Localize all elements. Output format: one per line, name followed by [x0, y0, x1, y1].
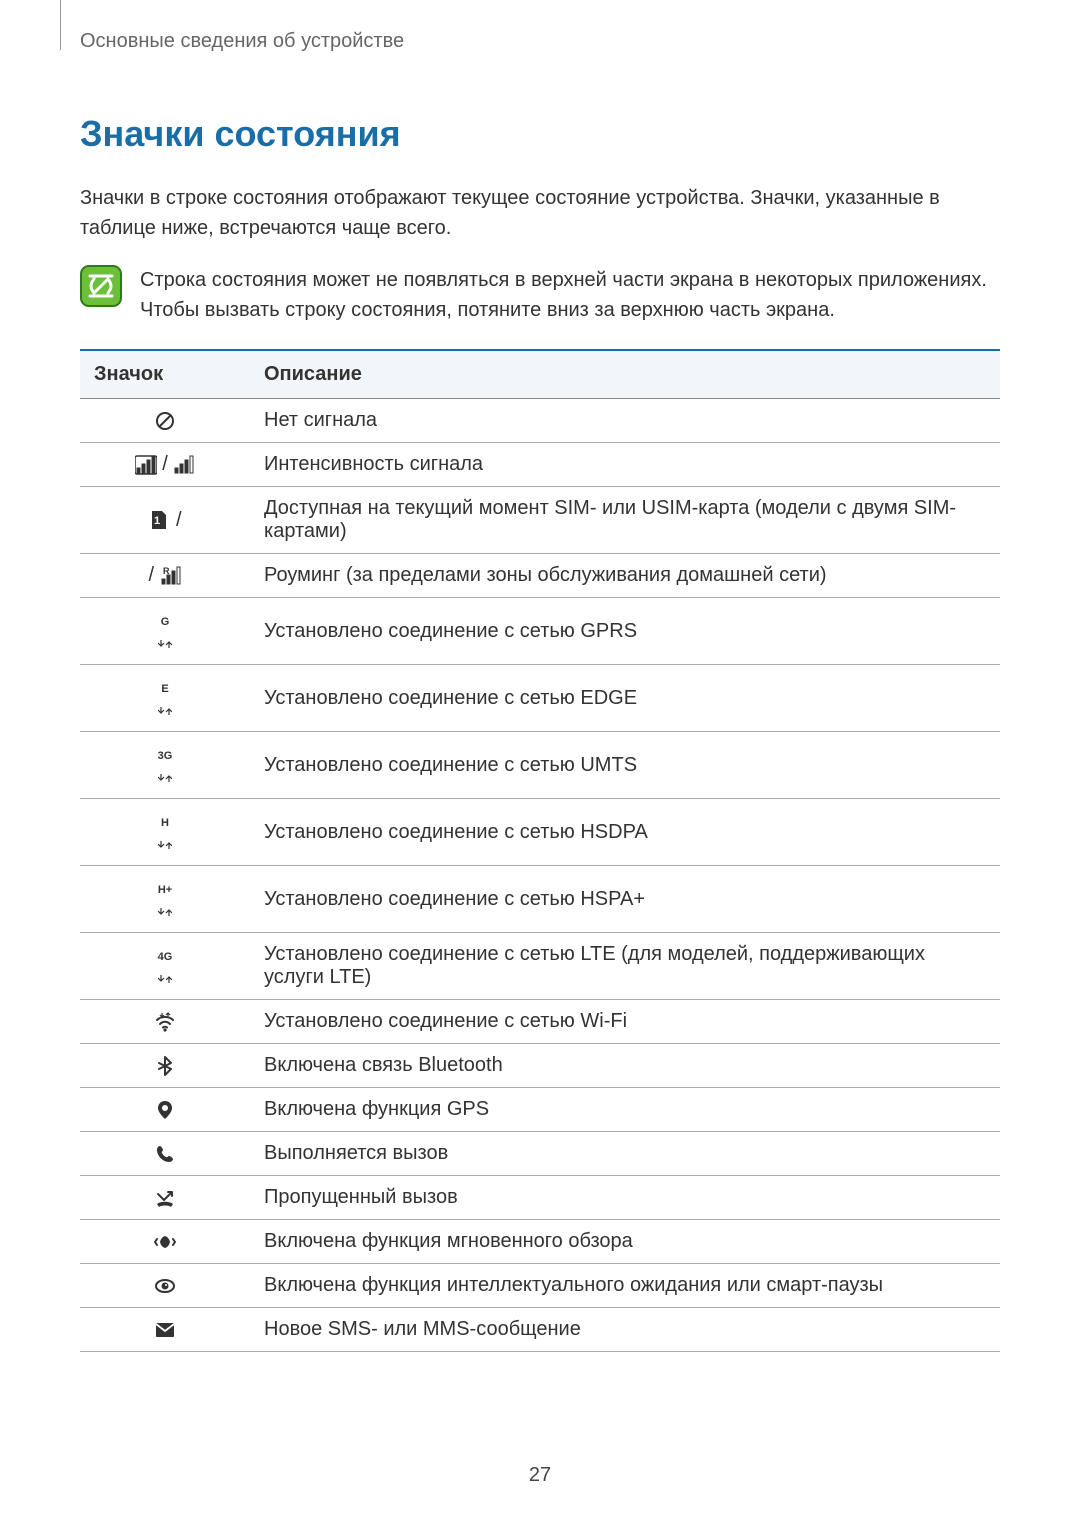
icon-description: Установлено соединение с сетью UMTS: [250, 732, 1000, 799]
icon-description: Новое SMS- или MMS-сообщение: [250, 1308, 1000, 1352]
table-row: / RРоуминг (за пределами зоны обслуживан…: [80, 554, 1000, 598]
table-row: Включена функция мгновенного обзора: [80, 1220, 1000, 1264]
svg-text:1: 1: [154, 515, 160, 527]
icon-description: Нет сигнала: [250, 399, 1000, 443]
icon-description: Интенсивность сигнала: [250, 443, 1000, 487]
table-row: / Интенсивность сигнала: [80, 443, 1000, 487]
sms-icon: [80, 1308, 250, 1352]
hspa+-icon: H+: [80, 866, 250, 933]
icon-description: Установлено соединение с сетью Wi-Fi: [250, 1000, 1000, 1044]
table-row: 3G Установлено соединение с сетью UMTS: [80, 732, 1000, 799]
icon-description: Включена функция GPS: [250, 1088, 1000, 1132]
quick-glance-icon: [80, 1220, 250, 1264]
icon-description: Доступная на текущий момент SIM- или USI…: [250, 487, 1000, 554]
table-row: Установлено соединение с сетью Wi-Fi: [80, 1000, 1000, 1044]
no-signal-icon: [80, 399, 250, 443]
smart-stay-icon: [80, 1264, 250, 1308]
table-row: Включена функция GPS: [80, 1088, 1000, 1132]
gps-icon: [80, 1088, 250, 1132]
icon-description: Установлено соединение с сетью HSPA+: [250, 866, 1000, 933]
icon-description: Включена связь Bluetooth: [250, 1044, 1000, 1088]
icon-description: Установлено соединение с сетью GPRS: [250, 598, 1000, 665]
table-row: Новое SMS- или MMS-сообщение: [80, 1308, 1000, 1352]
table-row: Пропущенный вызов: [80, 1176, 1000, 1220]
icon-description: Установлено соединение с сетью HSDPA: [250, 799, 1000, 866]
call-icon: [80, 1132, 250, 1176]
status-icons-table: Значок Описание Нет сигнала / Интенсивно…: [80, 349, 1000, 1352]
icon-description: Установлено соединение с сетью EDGE: [250, 665, 1000, 732]
icon-description: Роуминг (за пределами зоны обслуживания …: [250, 554, 1000, 598]
umts-icon: 3G: [80, 732, 250, 799]
gprs-icon: G: [80, 598, 250, 665]
table-row: G Установлено соединение с сетью GPRS: [80, 598, 1000, 665]
icon-description: Установлено соединение с сетью LTE (для …: [250, 933, 1000, 1000]
icon-description: Включена функция интеллектуального ожида…: [250, 1264, 1000, 1308]
table-header-icon: Значок: [80, 350, 250, 399]
hsdpa-icon: H: [80, 799, 250, 866]
table-row: H Установлено соединение с сетью HSDPA: [80, 799, 1000, 866]
signal-strength-icon: /: [80, 443, 250, 487]
table-row: Включена функция интеллектуального ожида…: [80, 1264, 1000, 1308]
table-row: 1 /Доступная на текущий момент SIM- или …: [80, 487, 1000, 554]
icon-description: Включена функция мгновенного обзора: [250, 1220, 1000, 1264]
page-heading: Значки состояния: [80, 113, 1000, 155]
table-row: Выполняется вызов: [80, 1132, 1000, 1176]
breadcrumb: Основные сведения об устройстве: [80, 30, 1000, 53]
missed-call-icon: [80, 1176, 250, 1220]
note-block: Строка состояния может не появляться в в…: [80, 265, 1000, 325]
sim-card-icon: 1 /: [80, 487, 250, 554]
icon-description: Пропущенный вызов: [250, 1176, 1000, 1220]
table-row: H+ Установлено соединение с сетью HSPA+: [80, 866, 1000, 933]
wifi-icon: [80, 1000, 250, 1044]
table-row: Нет сигнала: [80, 399, 1000, 443]
table-row: Включена связь Bluetooth: [80, 1044, 1000, 1088]
table-row: E Установлено соединение с сетью EDGE: [80, 665, 1000, 732]
icon-description: Выполняется вызов: [250, 1132, 1000, 1176]
note-icon: [80, 265, 122, 307]
edge-icon: E: [80, 665, 250, 732]
lte-icon: 4G: [80, 933, 250, 1000]
roaming-icon: / R: [80, 554, 250, 598]
note-text: Строка состояния может не появляться в в…: [140, 265, 1000, 325]
bluetooth-icon: [80, 1044, 250, 1088]
page-number: 27: [0, 1464, 1080, 1487]
table-header-desc: Описание: [250, 350, 1000, 399]
table-row: 4G Установлено соединение с сетью LTE (д…: [80, 933, 1000, 1000]
intro-paragraph: Значки в строке состояния отображают тек…: [80, 183, 1000, 243]
